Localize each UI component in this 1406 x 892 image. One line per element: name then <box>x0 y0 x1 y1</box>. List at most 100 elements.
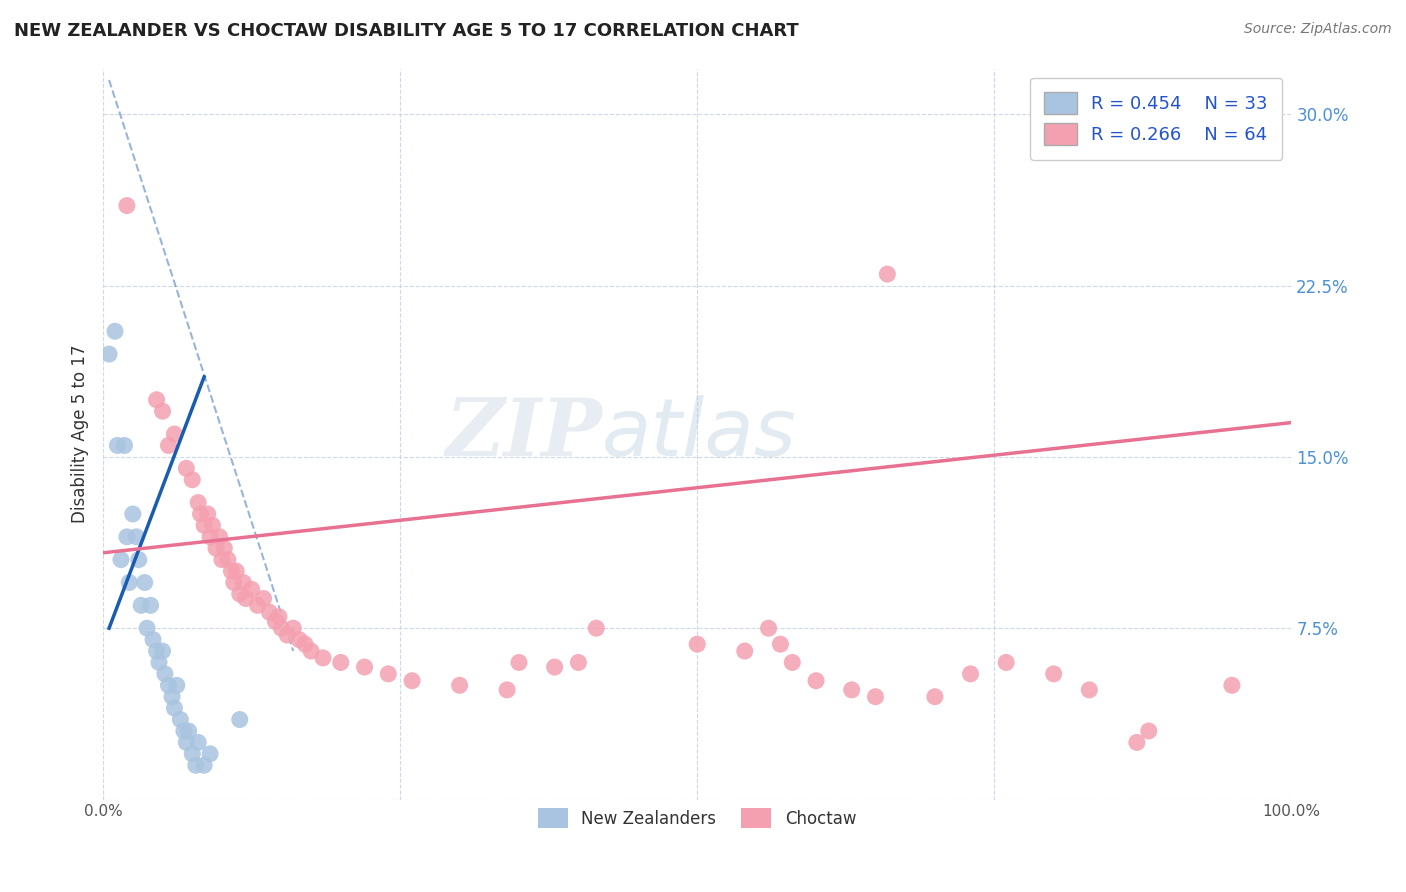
Point <box>567 656 589 670</box>
Point <box>267 609 290 624</box>
Point <box>959 666 981 681</box>
Text: atlas: atlas <box>602 395 797 473</box>
Point <box>734 644 756 658</box>
Point <box>1220 678 1243 692</box>
Point <box>240 582 263 597</box>
Point <box>232 575 254 590</box>
Point <box>139 599 162 613</box>
Point <box>217 552 239 566</box>
Point <box>804 673 827 688</box>
Text: ZIP: ZIP <box>446 395 602 473</box>
Point <box>193 518 215 533</box>
Point <box>152 644 174 658</box>
Point <box>176 735 198 749</box>
Point <box>134 575 156 590</box>
Point <box>105 438 128 452</box>
Point <box>508 656 530 670</box>
Point <box>353 660 375 674</box>
Point <box>104 324 127 338</box>
Point <box>152 404 174 418</box>
Point <box>264 615 287 629</box>
Point <box>110 552 132 566</box>
Point <box>686 637 709 651</box>
Point <box>198 747 221 761</box>
Point <box>160 690 183 704</box>
Point <box>449 678 471 692</box>
Point <box>201 518 224 533</box>
Point <box>157 678 180 692</box>
Point <box>173 723 195 738</box>
Point <box>115 198 138 212</box>
Point <box>142 632 165 647</box>
Point <box>157 438 180 452</box>
Point <box>1042 666 1064 681</box>
Point <box>259 605 281 619</box>
Point <box>758 621 780 635</box>
Point <box>128 552 150 566</box>
Text: NEW ZEALANDER VS CHOCTAW DISABILITY AGE 5 TO 17 CORRELATION CHART: NEW ZEALANDER VS CHOCTAW DISABILITY AGE … <box>14 22 799 40</box>
Point <box>145 644 167 658</box>
Point <box>221 564 243 578</box>
Point <box>208 530 231 544</box>
Point <box>98 347 121 361</box>
Point <box>205 541 228 556</box>
Point <box>769 637 792 651</box>
Point <box>543 660 565 674</box>
Point <box>276 628 298 642</box>
Point <box>118 575 141 590</box>
Point <box>176 461 198 475</box>
Point <box>377 666 399 681</box>
Point <box>181 747 204 761</box>
Legend: New Zealanders, Choctaw: New Zealanders, Choctaw <box>531 801 863 835</box>
Point <box>782 656 804 670</box>
Point <box>222 575 245 590</box>
Point <box>181 473 204 487</box>
Point <box>169 713 191 727</box>
Y-axis label: Disability Age 5 to 17: Disability Age 5 to 17 <box>72 345 89 524</box>
Point <box>995 656 1018 670</box>
Point <box>401 673 423 688</box>
Point <box>163 701 186 715</box>
Point <box>121 507 143 521</box>
Point <box>585 621 607 635</box>
Point <box>283 621 305 635</box>
Point <box>198 530 221 544</box>
Point <box>1078 682 1101 697</box>
Point <box>288 632 311 647</box>
Point <box>187 495 209 509</box>
Point <box>214 541 236 556</box>
Text: Source: ZipAtlas.com: Source: ZipAtlas.com <box>1244 22 1392 37</box>
Point <box>865 690 887 704</box>
Point <box>299 644 322 658</box>
Point <box>252 591 274 606</box>
Point <box>924 690 946 704</box>
Point <box>129 599 152 613</box>
Point <box>876 267 898 281</box>
Point <box>166 678 188 692</box>
Point <box>270 621 292 635</box>
Point <box>1126 735 1149 749</box>
Point <box>225 564 247 578</box>
Point <box>229 713 252 727</box>
Point <box>193 758 215 772</box>
Point <box>229 587 252 601</box>
Point <box>235 591 257 606</box>
Point <box>294 637 316 651</box>
Point <box>841 682 863 697</box>
Point <box>187 735 209 749</box>
Point <box>163 427 186 442</box>
Point <box>246 599 269 613</box>
Point <box>329 656 352 670</box>
Point <box>114 438 136 452</box>
Point <box>148 656 170 670</box>
Point <box>184 758 207 772</box>
Point <box>496 682 519 697</box>
Point <box>197 507 219 521</box>
Point <box>153 666 176 681</box>
Point <box>1137 723 1160 738</box>
Point <box>190 507 212 521</box>
Point <box>177 723 200 738</box>
Point <box>312 651 335 665</box>
Point <box>115 530 138 544</box>
Point <box>211 552 233 566</box>
